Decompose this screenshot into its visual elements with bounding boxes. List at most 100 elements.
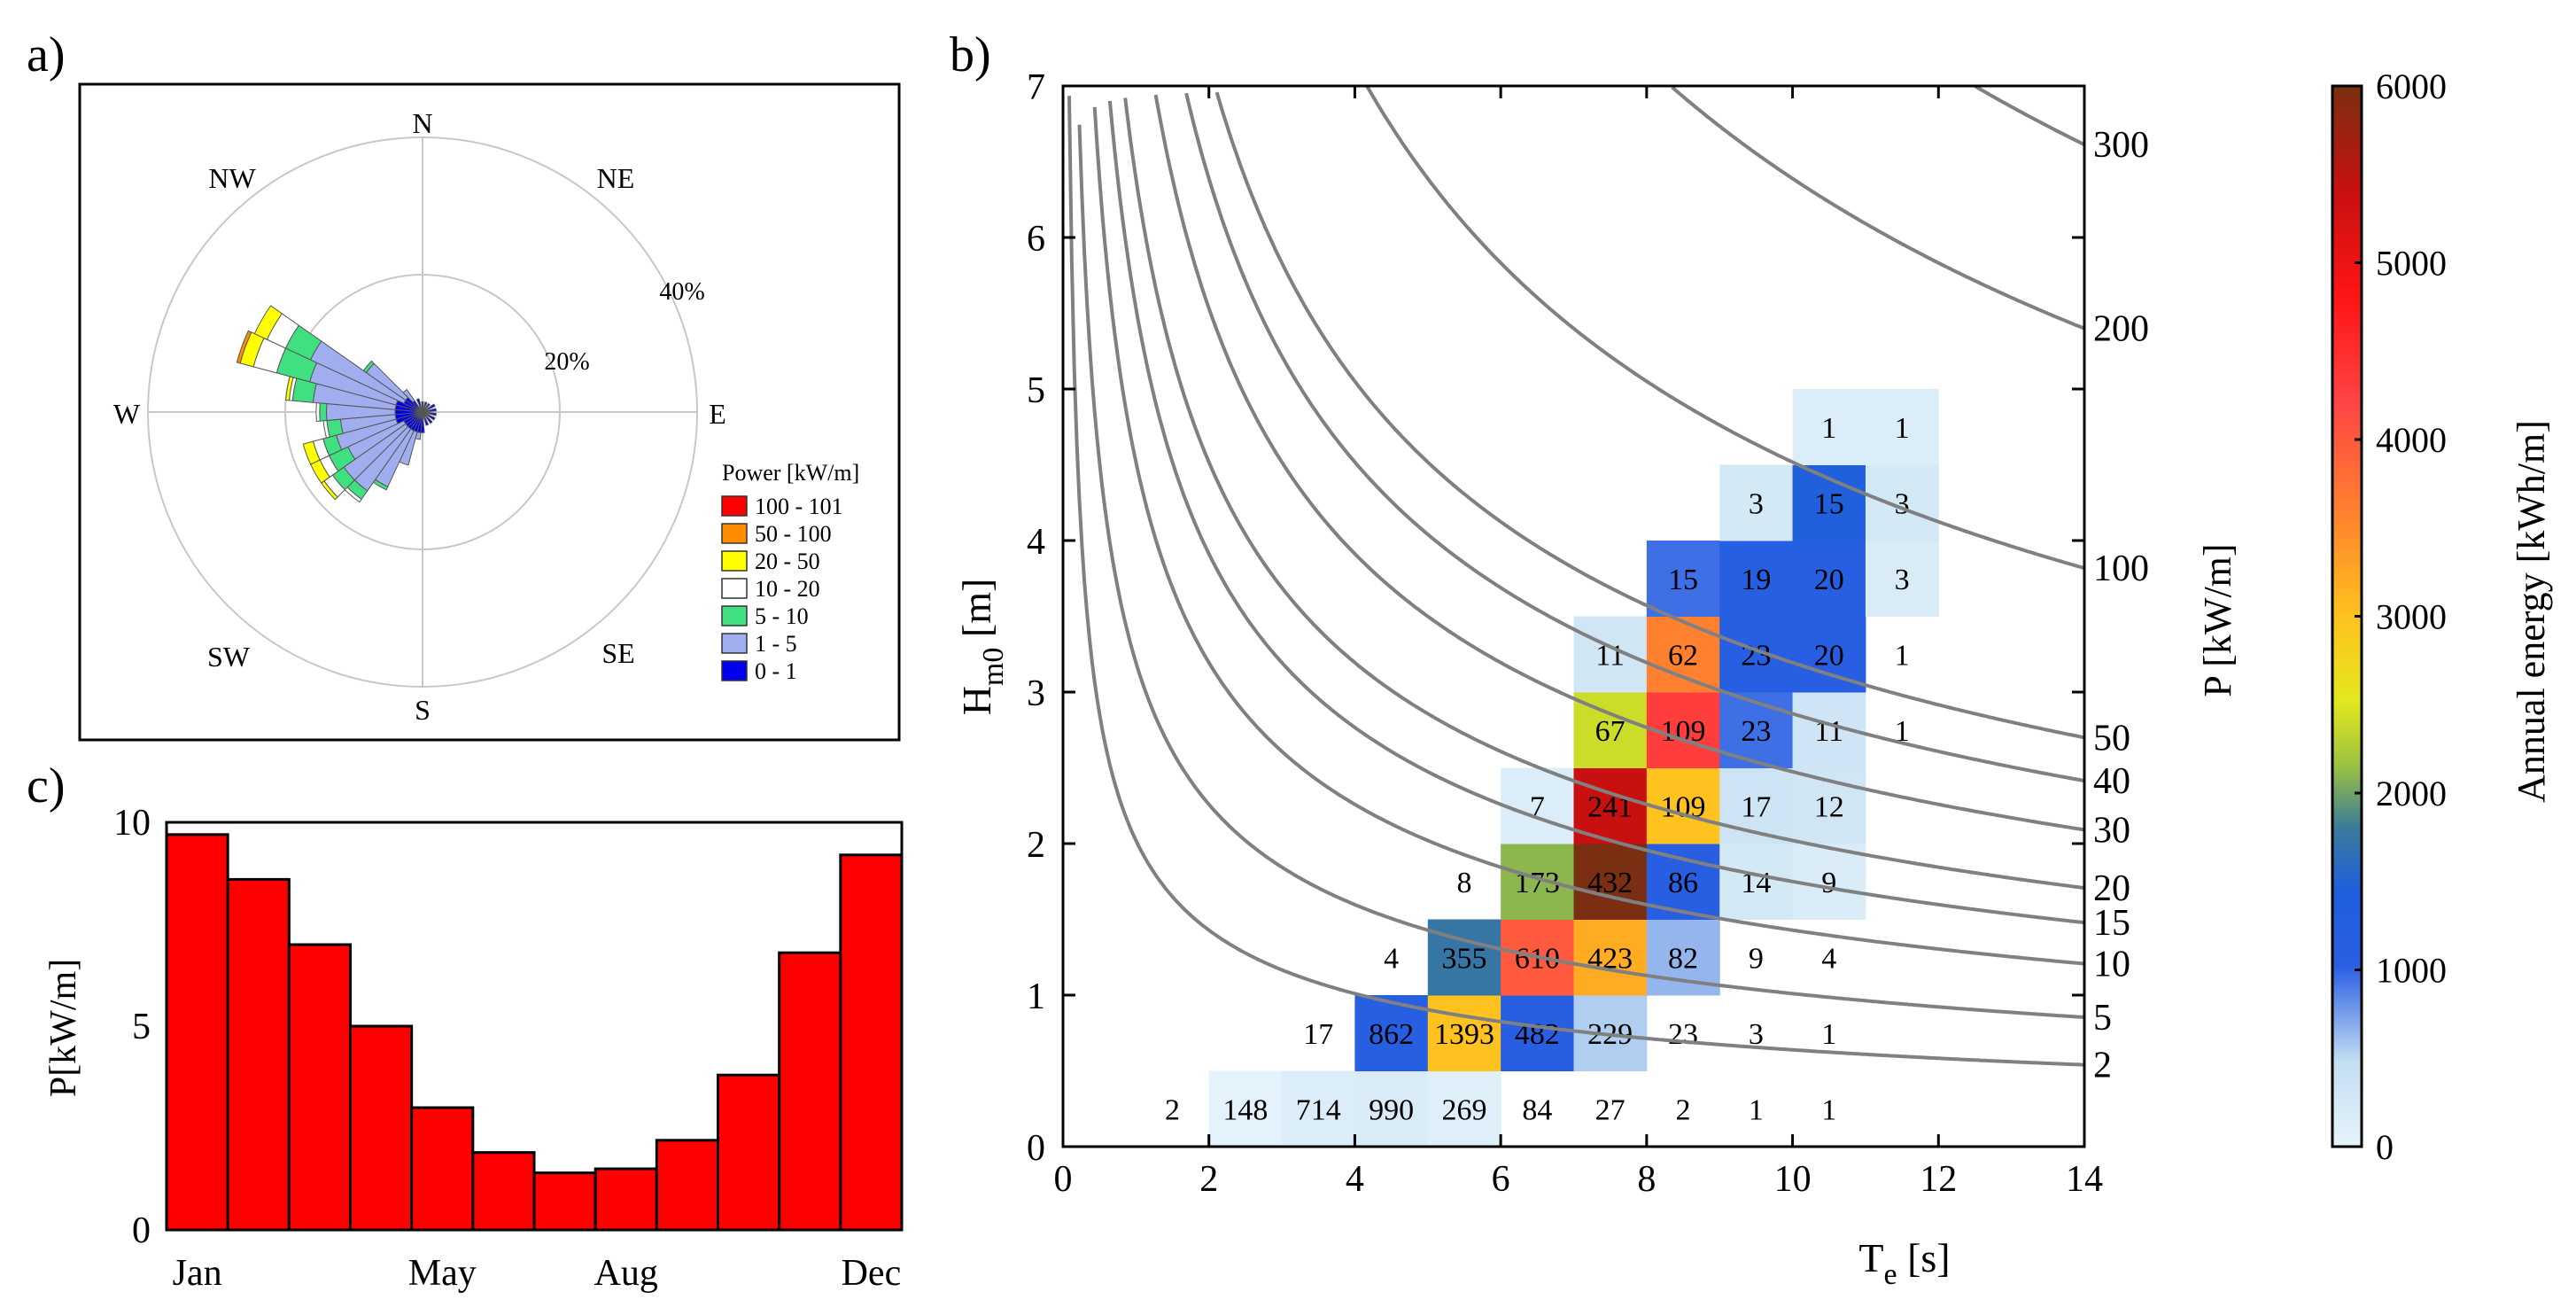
heatmap-cell [1865, 541, 1939, 617]
power-contour-label: 20 [2093, 868, 2130, 909]
heatmap-cell [1646, 541, 1720, 617]
direction-label-sw: SW [207, 641, 251, 673]
power-contour-line [1974, 84, 2085, 147]
colorbar-tick-label: 6000 [2376, 66, 2447, 106]
heatmap-cell [1573, 616, 1648, 693]
y-tick-label: 0 [1027, 1128, 1045, 1169]
bar-y-tick-label: 5 [132, 1007, 151, 1047]
windrose-sector-segment [253, 305, 283, 340]
heatmap-cell [1719, 844, 1794, 920]
legend-entry-label: 1 - 5 [755, 631, 797, 657]
direction-label-w: W [113, 398, 141, 430]
heatmap-cell-label: 62 [1668, 639, 1698, 672]
colorbar-tick-label: 1000 [2376, 951, 2447, 991]
legend-entry-label: 10 - 20 [755, 576, 820, 602]
heatmap-cell-label: 1 [1821, 412, 1836, 445]
windrose-sector-segment [315, 401, 321, 423]
month-bar [287, 943, 353, 1232]
month-bar [778, 951, 842, 1232]
power-contour-label: 40 [2093, 761, 2130, 802]
heatmap-cell [1501, 767, 1574, 844]
legend-swatch [721, 550, 748, 572]
bar-x-tick-label: Dec [842, 1253, 902, 1294]
y-tick-label: 6 [1027, 219, 1045, 260]
legend-swatch [721, 633, 748, 654]
heatmap-cell-label: 15 [1668, 564, 1698, 596]
power-contour-line [1153, 94, 2085, 832]
legend-swatch [721, 660, 748, 681]
legend-entry-label: 20 - 50 [755, 549, 820, 574]
power-contour-label: 2 [2093, 1046, 2112, 1086]
heatmap-cell-label: 11 [1595, 639, 1625, 672]
power-contour-label: 100 [2093, 549, 2149, 589]
colorbar-label: Annual energy [kWh/m] [2510, 420, 2553, 803]
heatmap-cell [1792, 616, 1866, 693]
month-bar [165, 833, 229, 1232]
legend-title: Power [kW/m] [722, 460, 859, 486]
panel-label-a: a) [27, 27, 66, 82]
heatmap-cell-label: 86 [1668, 867, 1698, 899]
power-contour-line [1365, 84, 2085, 571]
heatmap-cell [1573, 919, 1648, 996]
windrose-sector-segment [422, 411, 430, 426]
heatmap-cell-label: 82 [1668, 942, 1698, 975]
heatmap-cell-label: 4 [1821, 942, 1836, 975]
direction-label-se: SE [601, 637, 634, 669]
month-bar [226, 877, 291, 1232]
power-contour-label: 200 [2093, 309, 2149, 350]
colorbar-tick-label: 0 [2376, 1127, 2394, 1167]
power-contour-line [1671, 85, 2085, 331]
windrose-sector-segment [422, 411, 436, 421]
power-contour-label: 5 [2093, 998, 2112, 1039]
heatmap-cell-label: 1 [1895, 639, 1910, 672]
heatmap-cell-label: 84 [1522, 1093, 1552, 1126]
power-contour-label: 10 [2093, 945, 2130, 985]
windrose-sector-segment [422, 401, 428, 413]
heatmap-cells: 2 148 714 990 269 84 27 2 1 117 862 1393 482 229 23 3 14… [1165, 389, 1939, 1148]
direction-label-nw: NW [208, 162, 256, 194]
colorbar-ticks: 0 1000 2000 3000 4000 5000 6000 [2355, 66, 2447, 1167]
heatmap-cell-label: 12 [1814, 790, 1844, 823]
heatmap-cell-label: 2 [1676, 1093, 1691, 1126]
y-tick-label: 5 [1027, 370, 1045, 411]
windrose-panel: 20% 40% N NE E SE S SW W NW Power [kW/m] 100 - 1… [78, 82, 901, 742]
heatmap-cell-label: 20 [1814, 639, 1844, 672]
x-tick-label: 6 [1492, 1159, 1510, 1200]
heatmap-cell-label: 17 [1303, 1018, 1333, 1051]
heatmap-cell [1792, 844, 1866, 920]
windrose-sector-segment [319, 402, 328, 422]
panel-label-b: b) [950, 27, 991, 82]
heatmap-cell [1427, 995, 1501, 1071]
x-tick-label: 14 [2066, 1159, 2103, 1200]
colorbar-tick-label: 4000 [2376, 420, 2447, 460]
heatmap-cell-label: 1 [1821, 1018, 1836, 1051]
heatmap-cell-label: 3 [1749, 487, 1764, 520]
windrose-sector-segment [422, 402, 431, 413]
month-bar [349, 1024, 414, 1232]
radial-tick-label: 40% [659, 278, 704, 306]
power-contour-line [1123, 97, 2085, 890]
heatmap-cell [1208, 1070, 1283, 1148]
windrose-direction-labels: N NE E SE S SW W NW [113, 107, 726, 726]
heatmap-cell-label: 9 [1821, 867, 1836, 899]
monthly-bar-panel: 0 5 10 Jan May Aug Dec P[kW/m] [43, 803, 904, 1294]
heatmap-cell-label: 67 [1595, 715, 1626, 748]
radial-tick-label: 20% [544, 348, 589, 376]
heatmap-axes-frame [1061, 84, 2086, 1148]
windrose-sector-segment [422, 411, 437, 416]
heatmap-cell [1719, 616, 1794, 693]
heatmap-cell [1354, 1070, 1429, 1148]
x-tick-label: 2 [1199, 1159, 1218, 1200]
heatmap-cell-label: 1 [1749, 1093, 1764, 1126]
y-axis-label-main: H [954, 686, 999, 715]
heatmap-cell [1865, 389, 1939, 465]
heatmap-cell-label: 1 [1821, 1093, 1836, 1126]
heatmap-cell [1427, 1070, 1501, 1148]
heatmap-panel: 2 148 714 990 269 84 27 2 1 117 862 1393 482 229 23 3 14… [954, 67, 2239, 1291]
x-tick-label: 0 [1054, 1159, 1073, 1200]
bar-x-tick-label: May [408, 1253, 477, 1294]
heatmap-cell-label: 19 [1741, 564, 1771, 596]
y-tick-label: 2 [1027, 825, 1045, 866]
colorbar-tick-label: 3000 [2376, 597, 2447, 637]
